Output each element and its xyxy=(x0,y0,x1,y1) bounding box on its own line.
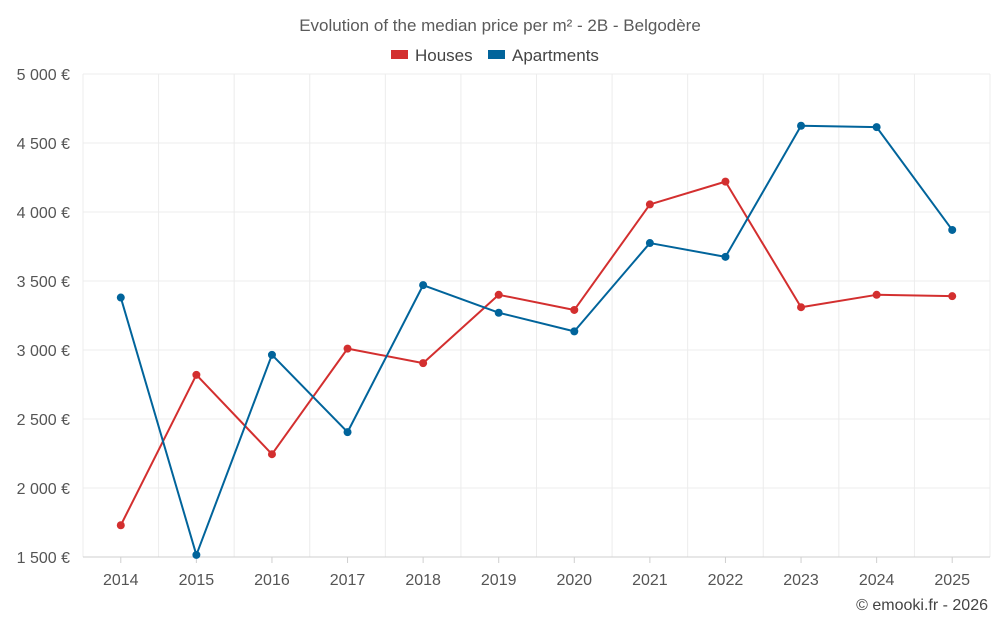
data-point-houses[interactable] xyxy=(494,290,503,299)
data-point-houses[interactable] xyxy=(192,370,201,379)
series xyxy=(116,121,957,559)
series-houses xyxy=(116,177,957,530)
data-point-houses[interactable] xyxy=(116,521,125,530)
data-point-houses[interactable] xyxy=(721,177,730,186)
data-point-apartments[interactable] xyxy=(721,252,730,261)
data-point-apartments[interactable] xyxy=(797,121,806,130)
series-apartments xyxy=(116,121,957,559)
data-point-houses[interactable] xyxy=(570,305,579,314)
data-point-apartments[interactable] xyxy=(645,239,654,248)
data-point-apartments[interactable] xyxy=(192,550,201,559)
legend-label-apartments[interactable]: Apartments xyxy=(512,46,599,65)
series-line-houses xyxy=(119,180,953,526)
data-point-houses[interactable] xyxy=(645,200,654,209)
data-point-apartments[interactable] xyxy=(872,123,881,132)
x-tick-label: 2023 xyxy=(783,572,819,589)
legend-label-houses[interactable]: Houses xyxy=(415,46,473,65)
x-tick-label: 2015 xyxy=(179,572,215,589)
data-point-apartments[interactable] xyxy=(343,428,352,437)
data-point-apartments[interactable] xyxy=(494,308,503,317)
data-point-houses[interactable] xyxy=(343,344,352,353)
x-axis-ticks: 2014 2015 2016 2017 2018 2019 2020 2021 2022 2023… xyxy=(103,572,970,589)
data-point-houses[interactable] xyxy=(948,292,957,301)
credit-text: © emooki.fr - 2026 xyxy=(856,597,988,614)
x-tick-label: 2021 xyxy=(632,572,668,589)
axes xyxy=(83,556,990,563)
x-tick-label: 2017 xyxy=(330,572,366,589)
x-tick-label: 2020 xyxy=(556,572,592,589)
y-tick-label: 4 500 € xyxy=(17,136,70,153)
data-point-houses[interactable] xyxy=(419,359,428,368)
data-point-houses[interactable] xyxy=(797,303,806,312)
x-tick-label: 2022 xyxy=(708,572,744,589)
data-point-houses[interactable] xyxy=(872,290,881,299)
chart-title: Evolution of the median price per m² - 2… xyxy=(299,16,701,35)
series-line-apartments xyxy=(119,124,954,556)
y-tick-label: 3 000 € xyxy=(17,343,70,360)
x-tick-label: 2024 xyxy=(859,572,895,589)
data-point-apartments[interactable] xyxy=(267,350,276,359)
x-tick-label: 2025 xyxy=(934,572,970,589)
data-point-apartments[interactable] xyxy=(116,293,125,302)
y-tick-label: 1 500 € xyxy=(17,550,70,567)
data-point-apartments[interactable] xyxy=(948,225,957,234)
legend: Houses Apartments xyxy=(391,46,599,65)
legend-swatch-houses xyxy=(391,50,408,59)
y-tick-label: 5 000 € xyxy=(17,67,70,84)
y-tick-label: 2 500 € xyxy=(17,412,70,429)
data-point-houses[interactable] xyxy=(267,450,276,459)
y-axis-ticks: 1 500 € 2 000 € 2 500 € 3 000 € 3 500 € 4 000… xyxy=(17,67,70,567)
data-point-apartments[interactable] xyxy=(419,281,428,290)
y-tick-label: 4 000 € xyxy=(17,205,70,222)
x-tick-label: 2018 xyxy=(405,572,441,589)
x-tick-label: 2019 xyxy=(481,572,517,589)
y-tick-label: 3 500 € xyxy=(17,274,70,291)
legend-swatch-apartments xyxy=(488,50,505,59)
y-tick-label: 2 000 € xyxy=(17,481,70,498)
grid xyxy=(82,73,991,557)
x-tick-label: 2014 xyxy=(103,572,139,589)
data-point-apartments[interactable] xyxy=(570,327,579,336)
x-tick-label: 2016 xyxy=(254,572,290,589)
